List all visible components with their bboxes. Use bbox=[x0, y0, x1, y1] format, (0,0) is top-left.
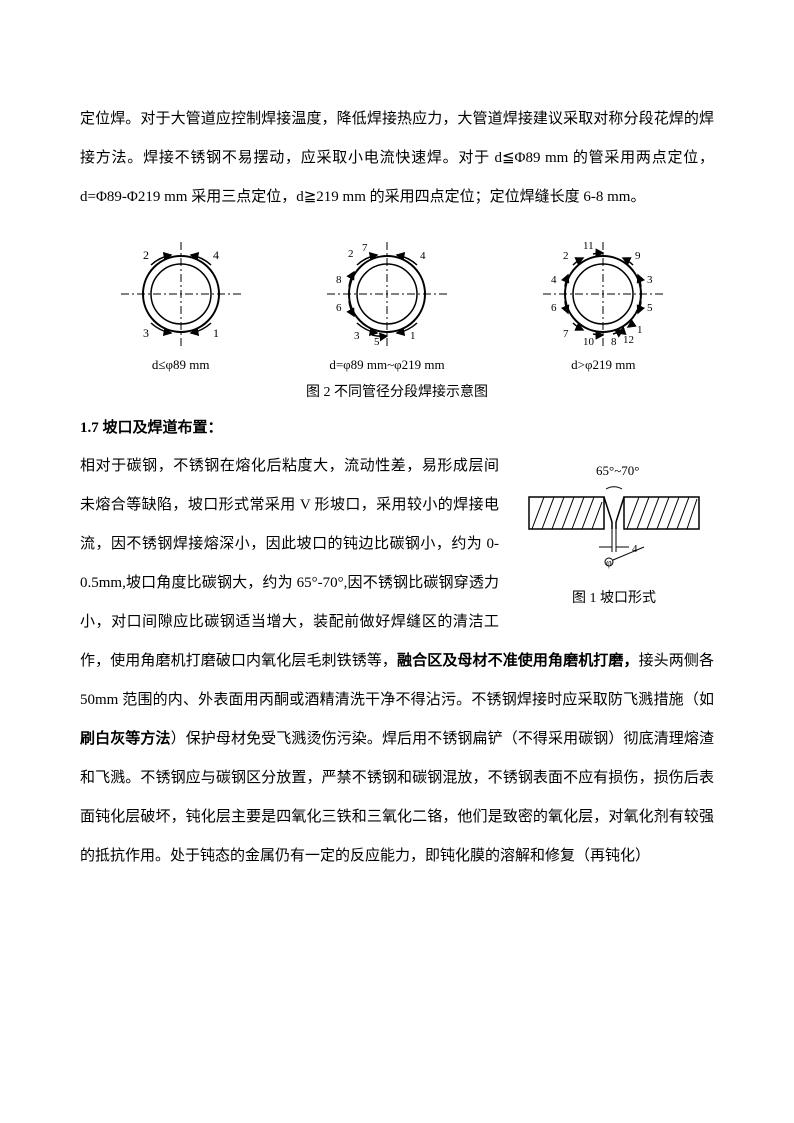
groove-diagram: 65°~70° 4 φ bbox=[514, 447, 714, 582]
svg-text:10: 10 bbox=[583, 336, 595, 348]
circle-diagram-1: 2 4 3 1 bbox=[111, 237, 251, 352]
figure-1-caption: 图 1 坡口形式 bbox=[514, 587, 714, 607]
svg-text:φ: φ bbox=[606, 558, 612, 569]
svg-text:4: 4 bbox=[551, 274, 557, 286]
svg-text:8: 8 bbox=[611, 336, 617, 348]
svg-text:12: 12 bbox=[623, 334, 634, 346]
svg-text:3: 3 bbox=[143, 326, 149, 340]
svg-text:4: 4 bbox=[632, 543, 638, 555]
figure-1-float: 65°~70° 4 φ 图 1 坡口形式 bbox=[514, 447, 714, 607]
svg-text:5: 5 bbox=[374, 336, 380, 348]
para2-post: ）保护母材免受飞溅烫伤污染。焊后用不锈钢扁铲（不得采用碳钢）彻底清理熔渣和飞溅。… bbox=[80, 731, 714, 864]
svg-text:11: 11 bbox=[583, 240, 594, 252]
figure-2-row: 2 4 3 1 d≤φ89 mm bbox=[80, 237, 714, 373]
circle-diagram-2: 2 7 4 8 6 3 5 1 bbox=[312, 237, 462, 352]
svg-text:8: 8 bbox=[336, 274, 342, 286]
svg-text:6: 6 bbox=[336, 302, 342, 314]
svg-text:2: 2 bbox=[348, 248, 354, 260]
svg-text:3: 3 bbox=[647, 274, 653, 286]
svg-text:1: 1 bbox=[637, 324, 643, 336]
para2-pre: 相对于碳钢，不锈钢在熔化后粘度大，流动性差，易形成层间未熔合等缺陷，坡口形式常采… bbox=[80, 458, 499, 669]
svg-text:3: 3 bbox=[354, 330, 360, 342]
svg-text:2: 2 bbox=[143, 248, 149, 262]
para2-bold2: 刷白灰等方法 bbox=[80, 731, 171, 747]
svg-text:9: 9 bbox=[635, 250, 641, 262]
circle-3-caption: d>φ219 mm bbox=[571, 357, 635, 373]
circle-2-caption: d=φ89 mm~φ219 mm bbox=[329, 357, 444, 373]
figure-2-circle-1: 2 4 3 1 d≤φ89 mm bbox=[111, 237, 251, 373]
figure-2-circle-2: 2 7 4 8 6 3 5 1 d=φ89 mm~φ219 mm bbox=[312, 237, 462, 373]
svg-text:4: 4 bbox=[213, 248, 219, 262]
svg-text:7: 7 bbox=[362, 242, 368, 254]
para2-bold1: 融合区及母材不准使用角磨机打磨， bbox=[397, 653, 639, 669]
svg-text:7: 7 bbox=[563, 328, 569, 340]
paragraph-1: 定位焊。对于大管道应控制焊接温度，降低焊接热应力，大管道焊接建议采取对称分段花焊… bbox=[80, 100, 714, 217]
figure-2-circle-3: 11 2 4 6 7 10 8 9 3 5 1 12 d>φ219 mm bbox=[523, 237, 683, 373]
svg-text:4: 4 bbox=[420, 250, 426, 262]
svg-text:5: 5 bbox=[647, 302, 653, 314]
circle-1-caption: d≤φ89 mm bbox=[152, 357, 210, 373]
svg-text:2: 2 bbox=[563, 250, 569, 262]
figure-2-caption: 图 2 不同管径分段焊接示意图 bbox=[80, 381, 714, 401]
svg-text:1: 1 bbox=[410, 330, 416, 342]
svg-text:1: 1 bbox=[213, 326, 219, 340]
svg-text:6: 6 bbox=[551, 302, 557, 314]
circle-diagram-3: 11 2 4 6 7 10 8 9 3 5 1 12 bbox=[523, 237, 683, 352]
section-heading-17: 1.7 坡口及焊道布置： bbox=[80, 416, 714, 437]
paragraph-2-container: 65°~70° 4 φ 图 1 坡口形式 相对于碳钢，不锈钢在熔化后粘度大，流动… bbox=[80, 447, 714, 876]
angle-label: 65°~70° bbox=[596, 463, 639, 478]
